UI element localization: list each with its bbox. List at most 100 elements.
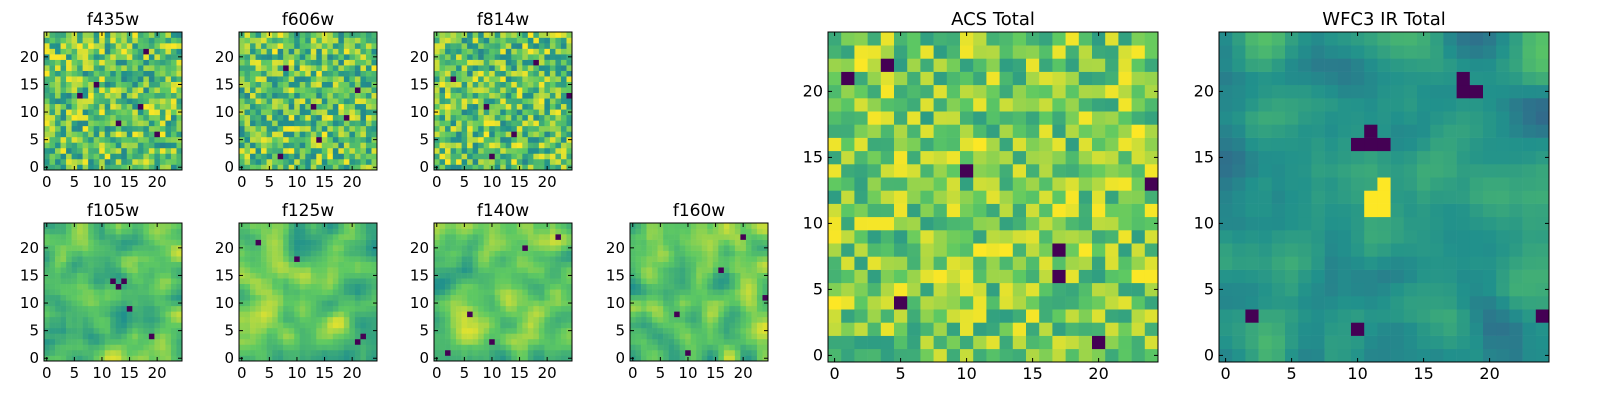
heatmap-cell: [49, 316, 56, 323]
heatmap-cell: [154, 316, 161, 323]
heatmap-cell: [360, 81, 367, 88]
heatmap-cell: [244, 278, 251, 285]
heatmap-cell: [360, 256, 367, 262]
heatmap-cell: [143, 164, 150, 171]
heatmap-cell: [560, 70, 567, 77]
heatmap-cell: [71, 316, 78, 323]
heatmap-cell: [137, 65, 144, 71]
heatmap-cell: [740, 294, 747, 301]
heatmap-cell: [489, 54, 496, 60]
heatmap-cell: [630, 228, 636, 235]
heatmap-cell: [712, 234, 719, 240]
heatmap-cell: [538, 92, 545, 99]
heatmap-cell: [461, 37, 468, 44]
heatmap-cell: [478, 65, 484, 71]
heatmap-cell: [674, 338, 680, 345]
heatmap-cell: [560, 65, 567, 71]
heatmap-cell: [555, 120, 562, 127]
heatmap-cell: [321, 267, 328, 273]
heatmap-cell: [82, 81, 89, 88]
heatmap-cell: [489, 338, 496, 345]
heatmap-cell: [668, 327, 675, 334]
heatmap-cell: [450, 344, 457, 351]
heatmap-cell: [170, 228, 177, 235]
heatmap-cell: [176, 256, 183, 262]
heatmap-cell: [343, 333, 350, 340]
x-tick-label: 10: [678, 364, 697, 382]
heatmap-cell: [663, 228, 669, 235]
heatmap-cell: [960, 216, 974, 231]
heatmap-cell: [533, 87, 540, 94]
heatmap-cell: [527, 239, 534, 246]
heatmap-cell: [472, 109, 479, 116]
heatmap-cell: [82, 98, 89, 105]
heatmap-cell: [360, 349, 367, 356]
heatmap-cell: [354, 355, 361, 362]
heatmap-cell: [522, 322, 529, 329]
heatmap-cell: [338, 109, 345, 116]
heatmap-cell: [690, 344, 697, 351]
heatmap-cell: [126, 120, 133, 127]
heatmap-cell: [685, 316, 692, 323]
heatmap-cell: [121, 256, 128, 262]
heatmap-cell: [701, 322, 708, 329]
heatmap-cell: [516, 311, 523, 318]
heatmap-cell: [343, 305, 350, 312]
heatmap-cell: [467, 311, 473, 318]
heatmap-cell: [55, 120, 61, 127]
heatmap-cell: [483, 316, 490, 323]
heatmap-cell: [478, 228, 484, 235]
plot-frame: [238, 222, 378, 362]
heatmap-cell: [986, 335, 1000, 350]
heatmap-cell: [338, 267, 345, 273]
heatmap-cell: [354, 272, 361, 279]
heatmap-cell: [321, 81, 328, 88]
heatmap-cell: [365, 261, 372, 268]
heatmap-cell: [104, 98, 111, 105]
heatmap-cell: [450, 54, 457, 60]
heatmap-cell: [560, 344, 567, 351]
heatmap-cell: [920, 322, 934, 336]
heatmap-cell: [696, 256, 703, 262]
heatmap-cell: [159, 114, 166, 121]
heatmap-cell: [445, 223, 451, 229]
heatmap-cell: [371, 283, 378, 290]
heatmap-cell: [66, 109, 72, 116]
heatmap-cell: [316, 43, 323, 49]
heatmap-cell: [110, 344, 117, 351]
heatmap-cell: [751, 344, 758, 351]
heatmap-cell: [49, 147, 56, 154]
heatmap-cell: [99, 81, 106, 88]
heatmap-cell: [349, 294, 356, 301]
heatmap-cell: [685, 234, 692, 240]
heatmap-cell: [60, 114, 67, 121]
heatmap-cell: [137, 267, 144, 273]
heatmap-cell: [154, 289, 161, 296]
heatmap-cell: [132, 333, 139, 340]
heatmap-cell: [986, 296, 1000, 310]
heatmap-cell: [283, 349, 289, 356]
heatmap-cell: [60, 305, 67, 312]
heatmap-cell: [478, 322, 484, 329]
heatmap-cell: [973, 177, 987, 191]
heatmap-cell: [668, 311, 675, 318]
heatmap-cell: [365, 147, 372, 154]
heatmap-cell: [511, 43, 518, 49]
heatmap-cell: [751, 289, 758, 296]
heatmap-cell: [159, 153, 166, 160]
heatmap-cell: [641, 333, 647, 340]
heatmap-cell: [544, 228, 551, 235]
heatmap-cell: [522, 70, 529, 77]
heatmap-cell: [288, 70, 295, 77]
heatmap-cell: [434, 289, 440, 296]
heatmap-cell: [365, 32, 372, 38]
heatmap-cell: [663, 272, 669, 279]
heatmap-cell: [723, 355, 730, 362]
heatmap-cell: [723, 267, 730, 273]
heatmap-cell: [646, 261, 653, 268]
heatmap-cell: [652, 322, 658, 329]
heatmap-cell: [288, 65, 295, 71]
heatmap-cell: [255, 272, 262, 279]
heatmap-cell: [566, 305, 573, 312]
heatmap-cell: [907, 335, 921, 350]
